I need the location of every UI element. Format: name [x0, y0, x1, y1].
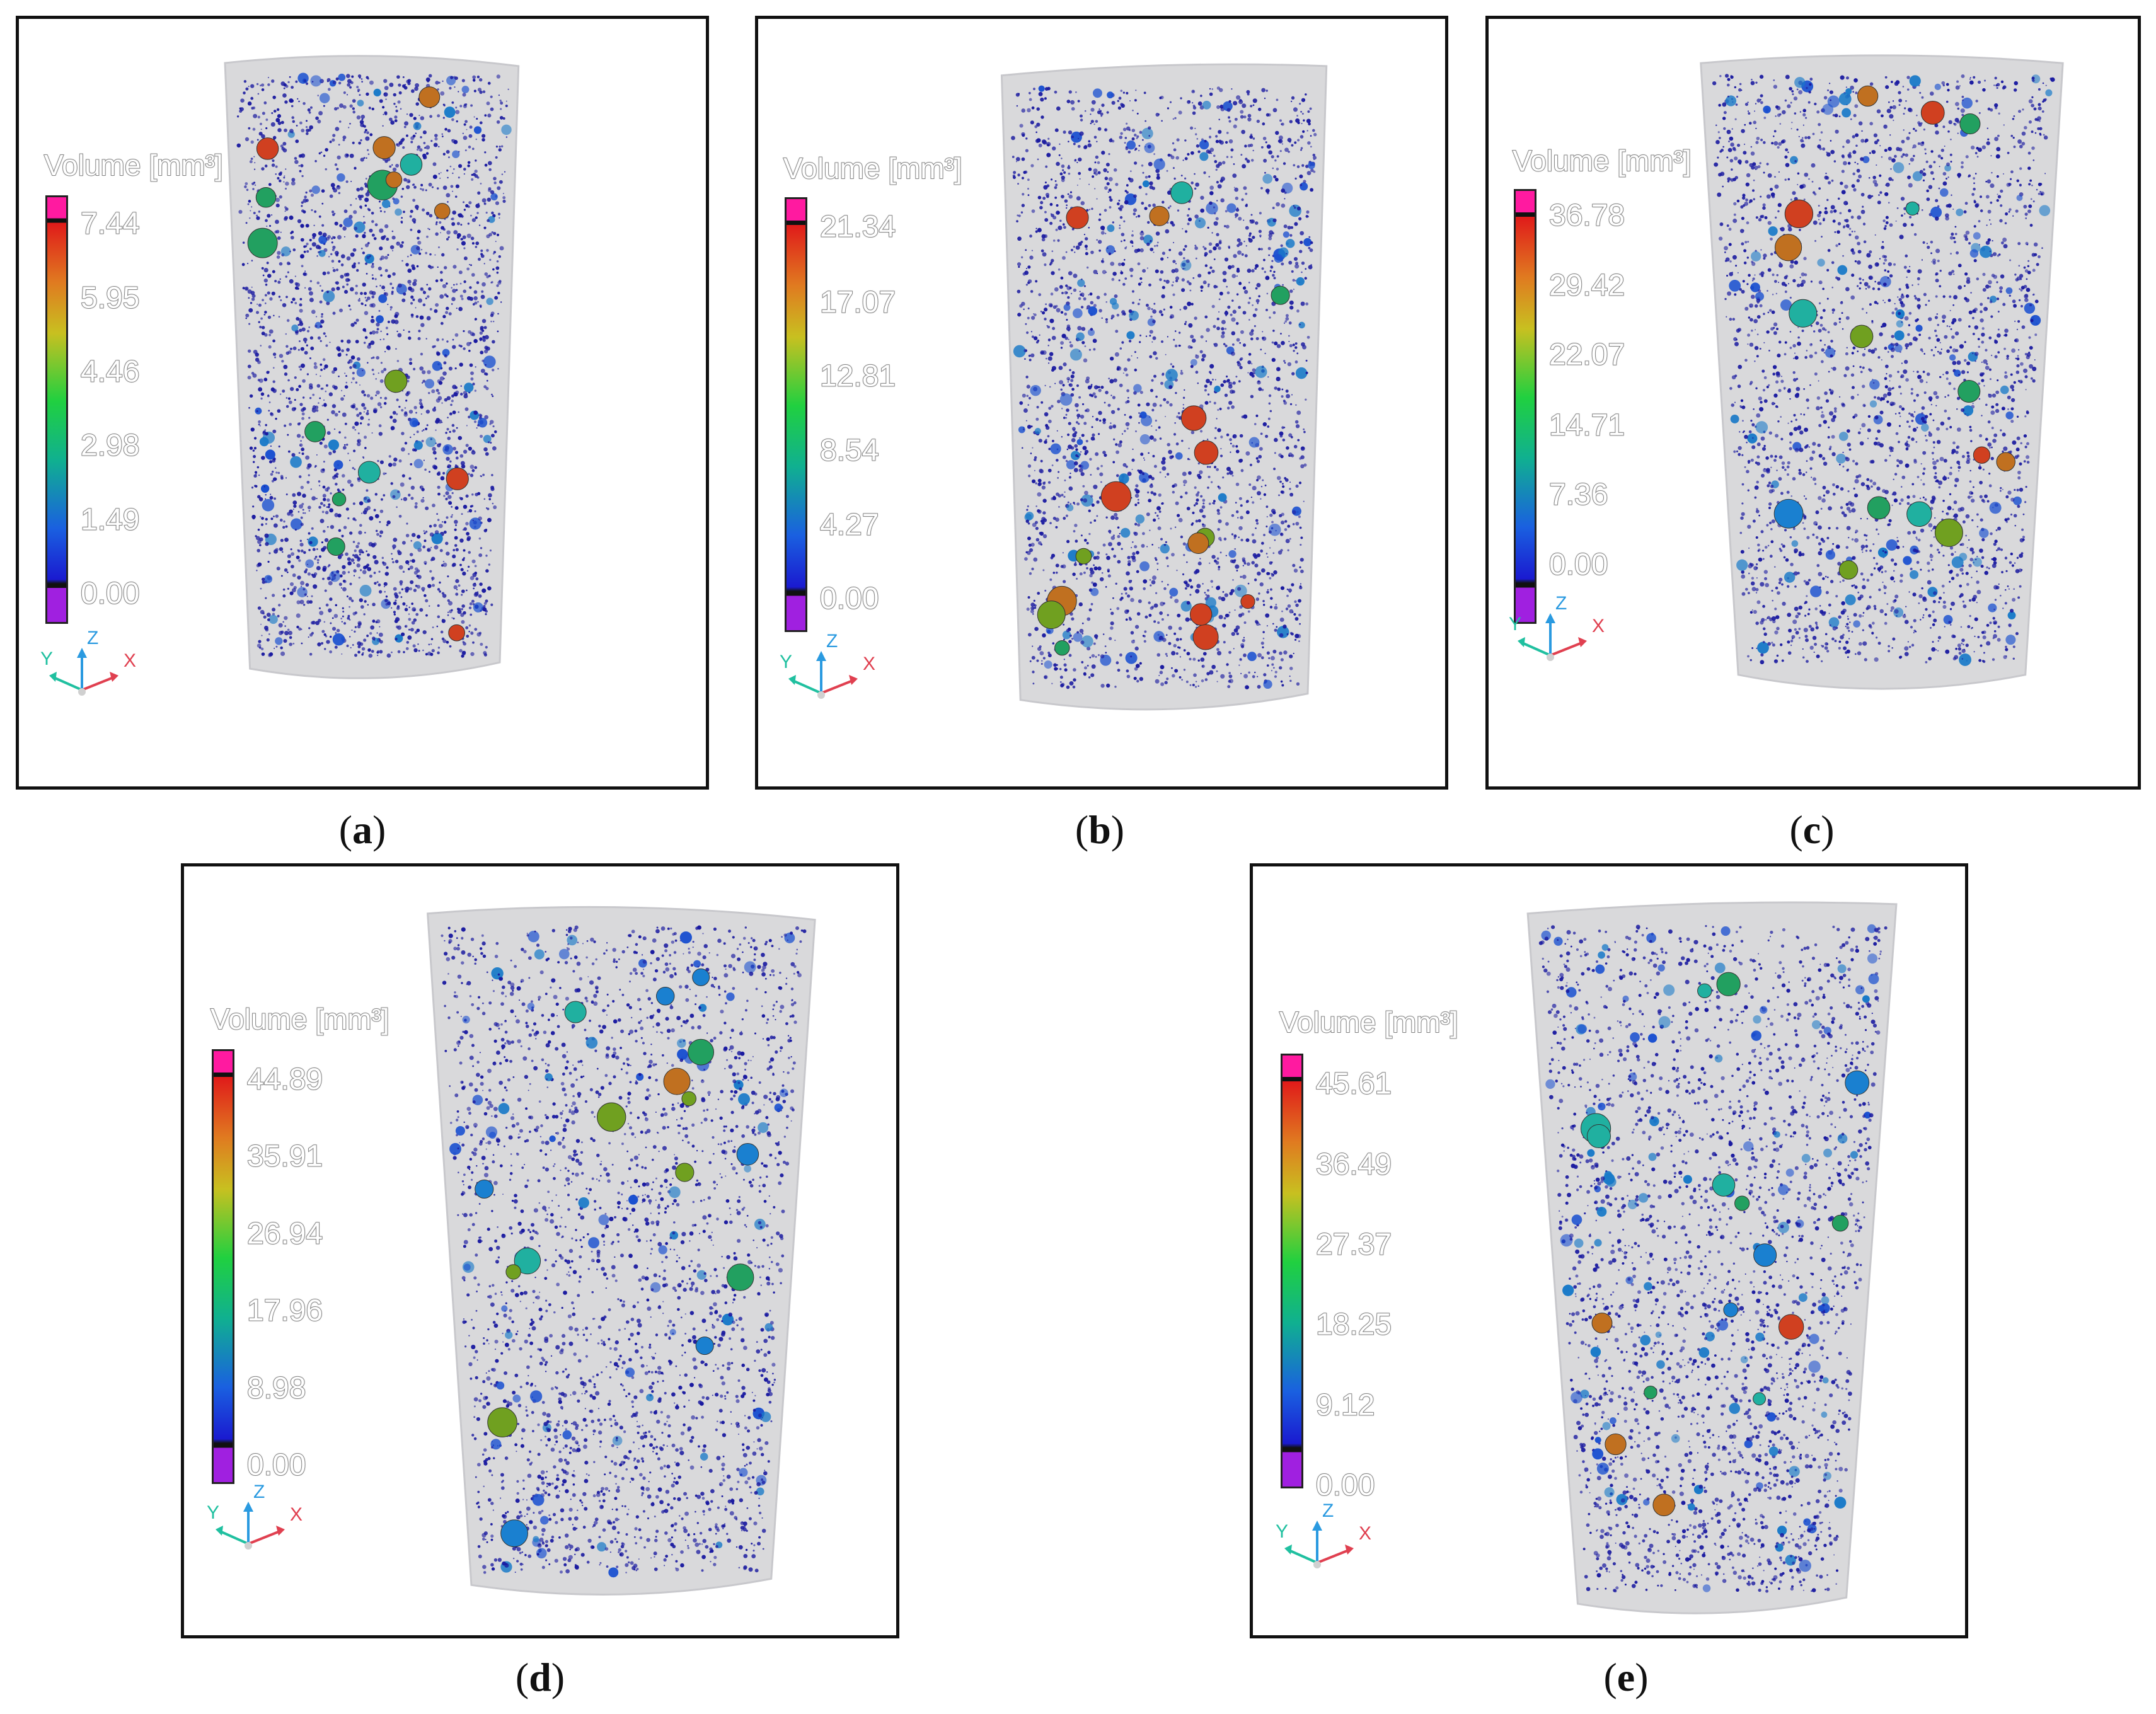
panel-c: Volume [mm³] 36.78 29.42 22.07 14.71 7.3… [1485, 16, 2141, 790]
tick-label: 14.71 [1548, 408, 1625, 443]
panel-a: Volume [mm³] 7.44 5.95 4.46 2.98 1.49 0.… [16, 16, 709, 790]
tick-label: 8.98 [246, 1371, 306, 1406]
axis-triad-icon: Z Y X [40, 630, 136, 696]
colorbar-c [1514, 189, 1536, 624]
specimen-render-d [427, 906, 816, 1596]
axis-x-label: X [863, 653, 875, 674]
tick-label: 17.07 [819, 285, 896, 320]
panel-d: Volume [mm³] 44.89 35.91 26.94 17.96 8.9… [181, 863, 899, 1638]
colorbar-e [1281, 1054, 1303, 1488]
colorbar-b [785, 197, 807, 632]
axis-y-label: Y [1276, 1521, 1288, 1542]
colorbar-d [212, 1049, 234, 1484]
tick-label: 17.96 [246, 1294, 323, 1328]
panel-e: Volume [mm³] 45.61 36.49 27.37 18.25 9.1… [1250, 863, 1968, 1638]
pore-cloud [1712, 74, 2055, 666]
caption-a: (a) [338, 807, 386, 852]
axis-triad-icon: Z Y X [780, 633, 875, 699]
legend-title-c: Volume [mm³] [1512, 144, 1692, 178]
tick-label: 36.78 [1548, 198, 1625, 233]
legend-title-d: Volume [mm³] [210, 1002, 390, 1036]
axis-triad-icon: Z Y X [207, 1484, 303, 1550]
tick-label: 18.25 [1315, 1308, 1392, 1342]
tick-label: 0.00 [1548, 548, 1608, 582]
tick-label: 0.00 [1315, 1468, 1375, 1503]
tick-label: 45.61 [1315, 1067, 1392, 1101]
pore-cloud [1538, 924, 1888, 1593]
tick-label: 12.81 [819, 359, 896, 394]
tick-label: 0.00 [246, 1448, 306, 1483]
specimen-render-e [1526, 901, 1898, 1614]
axis-z-label: Z [1555, 595, 1567, 614]
tick-label: 36.49 [1315, 1147, 1392, 1182]
tick-label: 44.89 [246, 1062, 323, 1097]
axis-y-label: Y [780, 652, 792, 672]
tick-label: 7.44 [80, 207, 140, 241]
axis-z-label: Z [1322, 1503, 1334, 1521]
legend-title-b: Volume [mm³] [783, 151, 963, 185]
specimen-render-c [1700, 54, 2064, 690]
specimen-render-a [224, 55, 520, 679]
pore-cloud [236, 72, 512, 658]
axis-x-label: X [1359, 1523, 1371, 1544]
axis-triad-icon: Z Y X [1276, 1503, 1371, 1568]
tick-label: 0.00 [819, 582, 879, 616]
tick-label: 0.00 [80, 577, 140, 611]
axis-y-label: Y [40, 648, 53, 669]
panel-b: Volume [mm³] 21.34 17.07 12.81 8.54 4.27… [755, 16, 1448, 790]
axis-z-label: Z [87, 630, 98, 648]
tick-label: 5.95 [80, 281, 140, 316]
caption-b: (b) [1075, 807, 1125, 852]
caption-d: (d) [515, 1655, 565, 1700]
legend-title-e: Volume [mm³] [1279, 1005, 1459, 1039]
tick-label: 7.36 [1548, 478, 1608, 512]
caption-e: (e) [1603, 1655, 1649, 1700]
tick-label: 1.49 [80, 503, 140, 538]
axis-z-label: Z [826, 633, 838, 652]
axis-x-label: X [290, 1504, 303, 1525]
specimen-render-b [1000, 63, 1328, 711]
pore-cloud [1011, 85, 1317, 690]
tick-label: 27.37 [1315, 1228, 1392, 1262]
legend-title-a: Volume [mm³] [43, 148, 224, 182]
tick-label: 35.91 [246, 1139, 323, 1174]
tick-label: 4.46 [80, 355, 140, 389]
axis-z-label: Z [253, 1484, 265, 1502]
tick-label: 9.12 [1315, 1388, 1375, 1423]
tick-label: 22.07 [1548, 338, 1625, 372]
caption-c: (c) [1789, 807, 1835, 852]
colorbar-a [45, 195, 68, 624]
tick-label: 21.34 [819, 210, 896, 244]
axis-x-label: X [124, 650, 136, 671]
axis-x-label: X [1592, 616, 1605, 636]
axis-triad-icon: Z Y X [1509, 595, 1605, 661]
axis-y-label: Y [207, 1502, 219, 1523]
axis-y-label: Y [1509, 614, 1521, 635]
pore-cloud [441, 925, 807, 1578]
tick-label: 26.94 [246, 1217, 323, 1251]
tick-label: 4.27 [819, 508, 879, 543]
tick-label: 29.42 [1548, 268, 1625, 303]
tick-label: 2.98 [80, 428, 140, 463]
tick-label: 8.54 [819, 434, 879, 468]
